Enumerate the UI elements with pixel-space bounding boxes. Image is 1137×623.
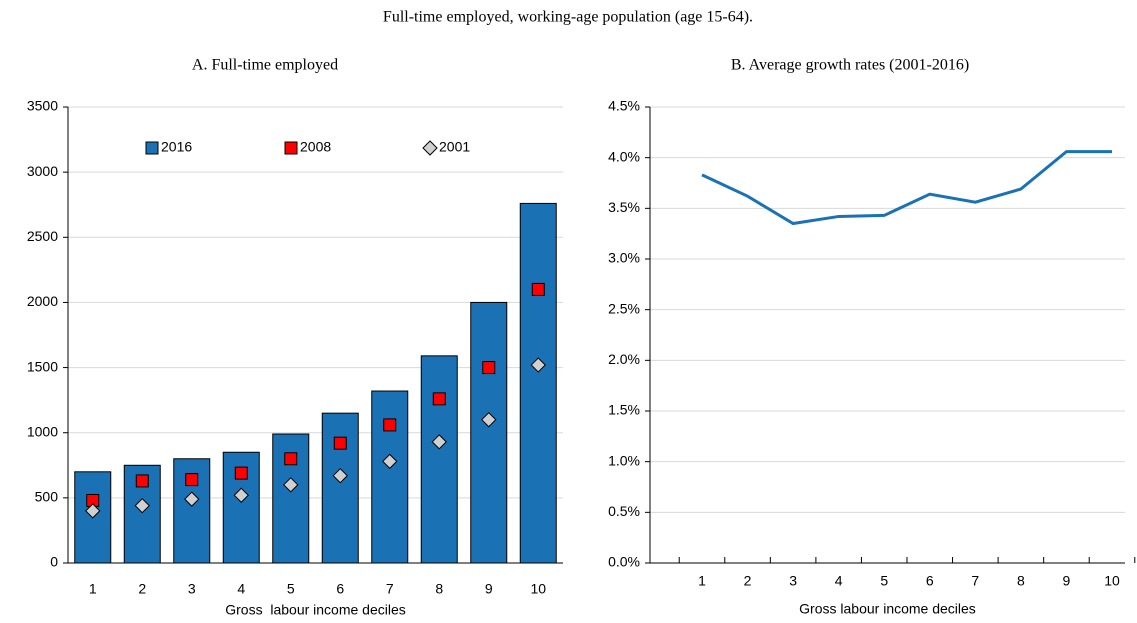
marker-diamond — [233, 487, 249, 503]
marker-diamond — [481, 411, 497, 428]
y-tick-label: 0 — [50, 554, 58, 570]
y-tick-label: 500 — [35, 489, 59, 505]
y-tick-label: 3000 — [27, 163, 58, 179]
bar — [321, 412, 359, 564]
marker-square — [284, 141, 298, 155]
marker-diamond — [530, 357, 546, 373]
figure-title: Full-time employed, working-age populati… — [383, 9, 753, 26]
marker-square — [531, 282, 545, 296]
line — [701, 150, 1112, 226]
y-tick-label: 3500 — [27, 98, 58, 114]
legend-swatch — [145, 141, 159, 155]
x-tick-label: 5 — [880, 573, 888, 589]
y-tick-label: 4.5% — [608, 98, 640, 114]
x-axis-label: Gross labour income deciles — [225, 602, 406, 618]
legend-label: 2008 — [300, 139, 331, 155]
marker-square — [185, 473, 199, 487]
marker-diamond — [184, 491, 200, 507]
bar — [519, 202, 557, 564]
panel-title: A. Full-time employed — [192, 57, 338, 74]
x-tick-label: 4 — [835, 573, 843, 589]
x-tick-label: 10 — [1104, 573, 1120, 589]
y-tick-label: 3.5% — [608, 199, 640, 215]
bar — [470, 301, 508, 564]
bar — [371, 390, 409, 564]
legend-label: 2016 — [161, 139, 192, 155]
y-tick-label: 2500 — [27, 228, 58, 244]
legend-label: 2001 — [439, 139, 470, 155]
marker-diamond — [332, 468, 348, 484]
x-tick-label: 9 — [1063, 573, 1071, 589]
x-tick-label: 2 — [744, 573, 752, 589]
x-tick-label: 3 — [789, 573, 797, 589]
marker-square — [383, 418, 397, 432]
y-tick-label: 2000 — [27, 293, 58, 309]
marker-square — [234, 466, 248, 480]
marker-diamond — [382, 453, 398, 470]
x-tick-label: 8 — [1017, 573, 1025, 589]
x-tick-label: 5 — [287, 581, 295, 597]
x-axis-label: Gross labour income deciles — [799, 601, 976, 617]
x-tick-label: 7 — [386, 581, 394, 597]
y-tick-label: 2.0% — [608, 351, 640, 367]
y-tick-label: 1.5% — [608, 402, 640, 418]
x-tick-label: 10 — [530, 581, 546, 597]
y-tick-label: 0.5% — [608, 503, 640, 519]
x-tick-label: 4 — [237, 581, 245, 597]
marker-square — [135, 474, 149, 488]
x-tick-label: 6 — [926, 573, 934, 589]
marker-diamond — [283, 477, 299, 493]
x-tick-label: 9 — [485, 581, 493, 597]
x-tick-label: 3 — [188, 581, 196, 597]
marker-diamond — [85, 503, 101, 519]
marker-square — [482, 361, 496, 375]
marker-diamond — [134, 497, 150, 514]
y-tick-label: 1000 — [27, 423, 58, 439]
y-tick-label: 1500 — [27, 358, 58, 374]
panel-title: B. Average growth rates (2001-2016) — [731, 57, 969, 74]
marker-square — [284, 452, 298, 466]
marker-square — [432, 392, 446, 406]
marker-diamond — [431, 434, 447, 450]
y-tick-label: 3.0% — [608, 250, 640, 266]
marker-diamond — [422, 140, 438, 156]
y-tick-label: 1.0% — [608, 452, 640, 468]
x-tick-label: 8 — [435, 581, 443, 597]
x-tick-label: 7 — [971, 573, 979, 589]
x-tick-label: 6 — [336, 581, 344, 597]
x-tick-label: 2 — [138, 581, 146, 597]
bar — [420, 355, 458, 564]
y-tick-label: 0.0% — [608, 554, 640, 570]
y-tick-label: 2.5% — [608, 300, 640, 316]
x-tick-label: 1 — [698, 573, 706, 589]
marker-square — [333, 436, 347, 450]
x-tick-label: 1 — [89, 581, 97, 597]
y-tick-label: 4.0% — [608, 148, 640, 164]
